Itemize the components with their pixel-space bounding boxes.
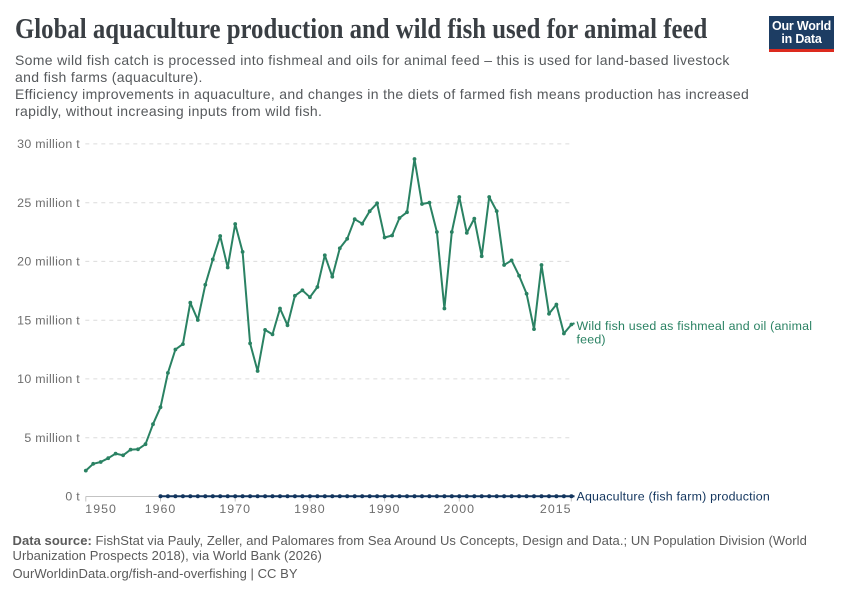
svg-text:10 million t: 10 million t xyxy=(17,372,80,386)
svg-text:Wild fish used as fishmeal and: Wild fish used as fishmeal and oil (anim… xyxy=(577,319,813,333)
svg-text:0 t: 0 t xyxy=(65,490,80,504)
svg-text:2015: 2015 xyxy=(540,502,572,516)
svg-text:15 million t: 15 million t xyxy=(17,313,80,327)
svg-text:1980: 1980 xyxy=(294,502,326,516)
svg-text:1970: 1970 xyxy=(219,502,251,516)
svg-text:1960: 1960 xyxy=(145,502,177,516)
svg-text:30 million t: 30 million t xyxy=(17,137,80,151)
svg-text:20 million t: 20 million t xyxy=(17,255,80,269)
svg-text:25 million t: 25 million t xyxy=(17,196,80,210)
svg-text:5 million t: 5 million t xyxy=(24,431,80,445)
svg-text:1950: 1950 xyxy=(85,502,117,516)
svg-text:2000: 2000 xyxy=(444,502,476,516)
svg-text:feed): feed) xyxy=(577,333,606,347)
svg-text:Aquaculture (fish farm) produc: Aquaculture (fish farm) production xyxy=(577,490,770,504)
svg-text:1990: 1990 xyxy=(369,502,401,516)
